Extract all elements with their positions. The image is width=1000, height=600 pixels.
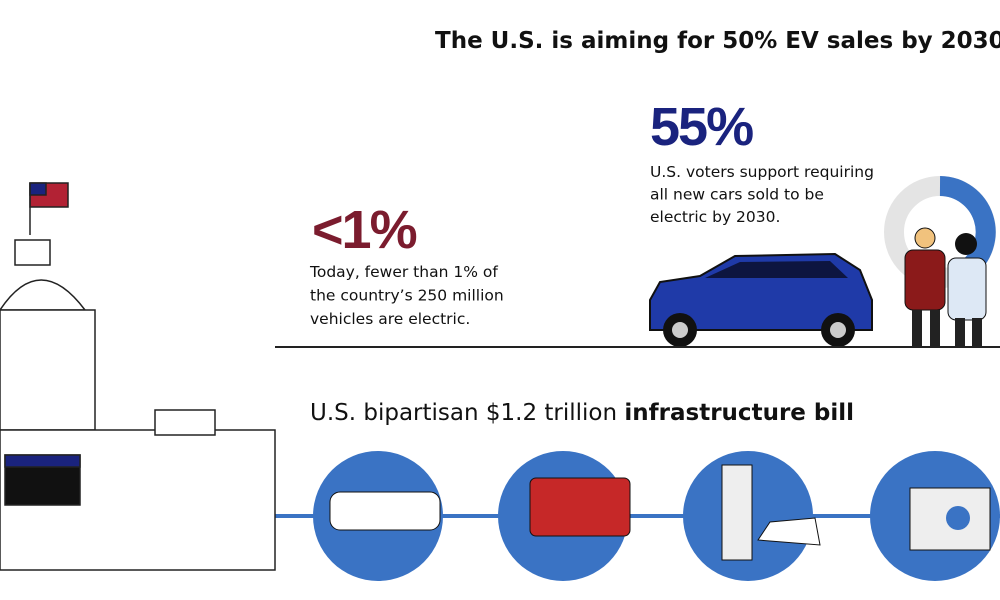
text-line: the country’s 250 million — [310, 287, 504, 305]
text-line: all new cars sold to be — [650, 186, 824, 204]
support-headline: 55% — [650, 97, 753, 157]
capitol-illustration — [0, 182, 276, 571]
current-headline: <1% — [312, 200, 417, 260]
text-line: U.S. voters support requiring — [650, 163, 874, 181]
bill-bold: infrastructure bill — [624, 400, 854, 426]
support-text: U.S. voters support requiring all new car… — [650, 163, 874, 226]
suv-illustration — [649, 252, 873, 347]
text-line: vehicles are electric. — [310, 310, 470, 328]
text-line: electric by 2030. — [650, 208, 780, 226]
bill-text: U.S. bipartisan $1.2 trillion — [310, 400, 617, 426]
icon-circles — [313, 451, 1000, 581]
people-illustration — [904, 227, 987, 346]
text-line: Today, fewer than 1% of — [309, 263, 498, 281]
bill-heading: U.S. bipartisan $1.2 trillion infrastruc… — [310, 400, 854, 426]
title: The U.S. is aiming for 50% EV sales by 2… — [435, 28, 1000, 54]
current-text: Today, fewer than 1% of the country’s 250… — [309, 263, 504, 328]
